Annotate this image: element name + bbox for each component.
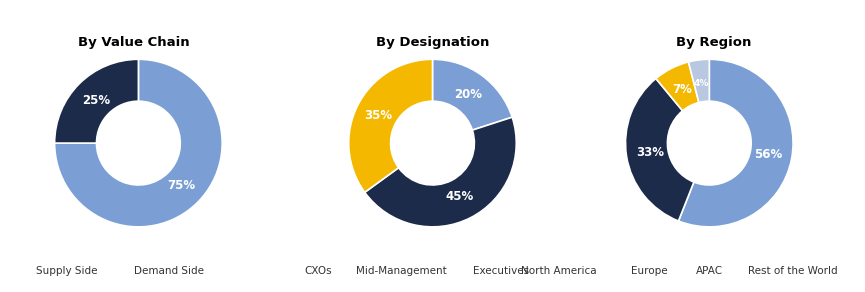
Wedge shape bbox=[54, 59, 222, 227]
Text: North America: North America bbox=[521, 266, 596, 276]
Text: 33%: 33% bbox=[636, 146, 663, 159]
Text: 20%: 20% bbox=[454, 88, 482, 101]
Text: By Value Chain: By Value Chain bbox=[78, 36, 190, 49]
Wedge shape bbox=[432, 59, 512, 130]
Text: Supply Side: Supply Side bbox=[36, 266, 98, 276]
Text: 45%: 45% bbox=[445, 190, 474, 203]
Text: 75%: 75% bbox=[167, 179, 195, 192]
Text: By Designation: By Designation bbox=[375, 36, 490, 49]
Text: Mid-Management: Mid-Management bbox=[356, 266, 447, 276]
Text: 4%: 4% bbox=[694, 79, 709, 88]
Text: 7%: 7% bbox=[672, 83, 692, 96]
Text: 35%: 35% bbox=[365, 109, 393, 122]
Wedge shape bbox=[349, 59, 432, 192]
Text: CXOs: CXOs bbox=[304, 266, 332, 276]
Text: Rest of the World: Rest of the World bbox=[747, 266, 837, 276]
Text: Demand Side: Demand Side bbox=[133, 266, 203, 276]
Text: 56%: 56% bbox=[754, 148, 783, 161]
Wedge shape bbox=[365, 117, 516, 227]
Wedge shape bbox=[678, 59, 793, 227]
Text: Primary Sources: Primary Sources bbox=[368, 14, 497, 28]
Text: APAC: APAC bbox=[696, 266, 723, 276]
Text: 25%: 25% bbox=[81, 94, 110, 107]
Text: By Region: By Region bbox=[676, 36, 752, 49]
Wedge shape bbox=[656, 62, 699, 111]
Wedge shape bbox=[54, 59, 138, 143]
Text: Executives: Executives bbox=[473, 266, 529, 276]
Wedge shape bbox=[625, 79, 694, 221]
Wedge shape bbox=[689, 59, 709, 102]
Text: Europe: Europe bbox=[631, 266, 668, 276]
